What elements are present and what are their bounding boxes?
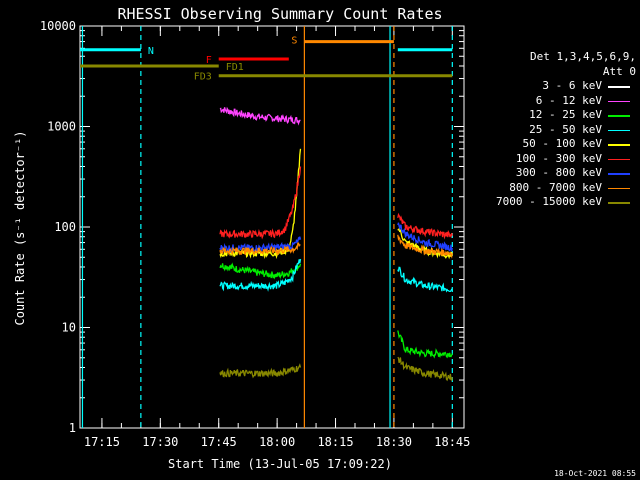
series-line-6-12-kev [219,106,301,126]
series-line-800-7000-kev [219,242,301,257]
flag-label-n: N [148,46,154,57]
legend-header-line1: Det 1,3,4,5,6,9, [530,50,636,63]
legend-entry-label: 3 - 6 keV [542,79,602,92]
y-tick-label: 10 [62,321,76,335]
series-line-25-50-kev [219,258,302,292]
x-tick-label: 17:30 [142,435,178,449]
series-line-100-300-kev [219,166,302,240]
y-tick-label: 100 [54,220,76,234]
legend-swatch [608,129,630,131]
series-line-7000-15000-kev [397,356,453,382]
series-line-800-7000-kev [397,234,453,259]
series-line-7000-15000-kev [219,363,302,379]
y-tick-label: 1 [69,421,76,435]
series-line-12-25-kev [397,330,453,359]
legend-entry-label: 100 - 300 keV [515,151,602,165]
legend-swatch [608,100,630,102]
legend-entry: 25 - 50 keV [476,123,636,138]
legend-entry: 3 - 6 keV [476,79,636,94]
legend-swatch [608,144,630,146]
legend: Det 1,3,4,5,6,9, Att 0 3 - 6 keV 6 - 12 k… [476,50,636,210]
legend-entry: 6 - 12 keV [476,94,636,109]
legend-swatch [608,173,630,175]
legend-entry: 800 - 7000 keV [476,181,636,196]
x-axis-label: Start Time (13-Jul-05 17:09:22) [168,457,392,471]
flag-label-fd1: FD1 [226,62,244,73]
series-line-50-100-kev [219,148,302,260]
x-tick-label: 18:15 [317,435,353,449]
series-line-12-25-kev [219,262,302,280]
x-tick-label: 18:00 [259,435,295,449]
legend-swatch [608,115,630,117]
legend-entries: 3 - 6 keV 6 - 12 keV 12 - 25 keV 25 - 50 ke… [476,79,636,210]
legend-entry-label: 7000 - 15000 keV [496,195,602,208]
x-tick-label: 18:45 [434,435,470,449]
series-line-300-800-kev [397,222,453,252]
legend-swatch [608,158,630,160]
legend-swatch [608,202,630,204]
legend-entry: 50 - 100 keV [476,137,636,152]
flag-label-f: F [206,55,212,66]
x-tick-label: 17:15 [84,435,120,449]
legend-entry: 100 - 300 keV [476,152,636,167]
x-tick-label: 18:30 [376,435,412,449]
y-axis-label: Count Rate (s⁻¹ detector⁻¹) [13,130,27,325]
legend-swatch [608,187,630,189]
legend-entry-label: 6 - 12 keV [535,93,602,107]
series-line-100-300-kev [397,212,453,240]
legend-entry-label: 12 - 25 keV [529,108,602,121]
legend-entry-label: 300 - 800 keV [515,166,602,179]
series-line-25-50-kev [397,266,453,293]
legend-entry: 300 - 800 keV [476,166,636,181]
legend-entry: 12 - 25 keV [476,108,636,123]
legend-entry-label: 50 - 100 keV [522,137,602,150]
legend-swatch [608,86,630,88]
chart-title: RHESSI Observing Summary Count Rates [117,5,442,23]
flag-label-fd3: FD3 [194,72,212,83]
y-tick-label: 10000 [40,19,76,33]
legend-header-line2: Att 0 [602,64,636,78]
flag-label-s: S [291,36,297,47]
legend-entry-label: 25 - 50 keV [529,122,602,136]
plot-area: 1 10 100 1000 10000 17:15 17:30 17:45 18:00 18:15… [40,19,471,449]
footer-date: 18-Oct-2021 08:55 [554,469,636,478]
legend-entry: 7000 - 15000 keV [476,195,636,210]
x-tick-label: 17:45 [201,435,237,449]
y-tick-label: 1000 [47,120,76,134]
legend-entry-label: 800 - 7000 keV [509,180,602,194]
